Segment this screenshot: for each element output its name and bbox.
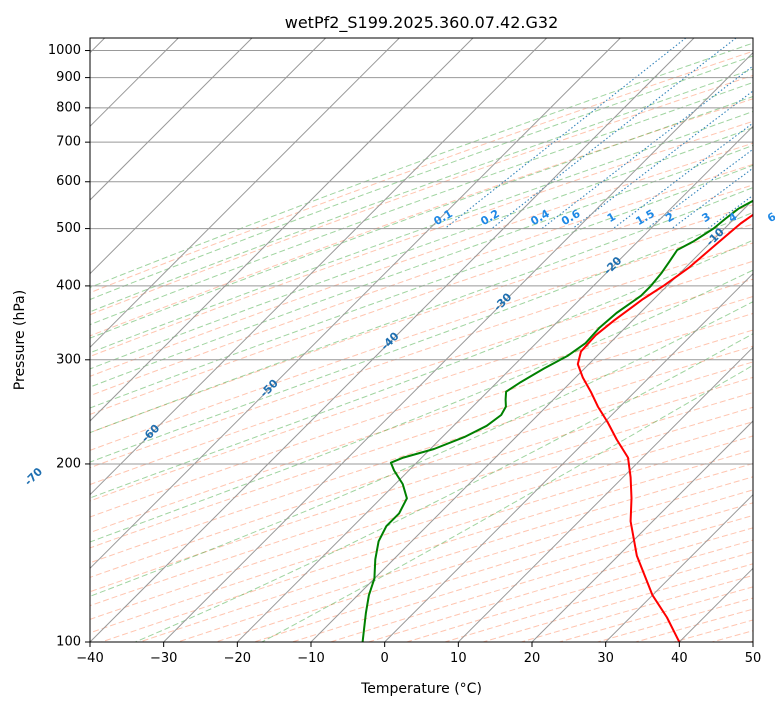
dry-adiabat (90, 295, 753, 518)
y-tick-label: 700 (56, 135, 81, 150)
x-axis-title: Temperature (°C) (360, 681, 482, 697)
dry-adiabat (90, 74, 753, 316)
dry-adiabat (90, 278, 753, 502)
dry-adiabat (90, 50, 753, 294)
moist-adiabat (90, 110, 753, 354)
x-tick-label: 20 (524, 651, 541, 666)
dry-adiabat (90, 163, 753, 397)
isotherm-gridline (90, 38, 474, 422)
x-tick-label: 10 (450, 651, 467, 666)
moist-adiabat (90, 164, 753, 409)
moist-adiabat (261, 364, 753, 642)
isotherm-gridline (163, 51, 753, 642)
isotherm-gridline (90, 38, 253, 201)
x-tick-label: 40 (671, 651, 688, 666)
isotherm-gridline (531, 420, 753, 642)
x-tick-label: 50 (745, 651, 762, 666)
moist-adiabat (90, 81, 753, 326)
mixing-ratio-label: 6 (765, 210, 775, 225)
mixing-ratio-line (612, 122, 753, 230)
isotherm-gridline (605, 493, 753, 642)
mixing-ratio-line (444, 38, 687, 230)
x-tick-label: −20 (224, 651, 251, 666)
moist-adiabat (90, 301, 753, 597)
isotherm-gridline (90, 38, 400, 349)
moist-adiabat (90, 96, 753, 339)
x-tick-label: −40 (76, 651, 103, 666)
y-tick-label: 500 (56, 221, 81, 236)
isotherm-gridline (90, 38, 548, 496)
dry-adiabat (90, 392, 753, 607)
x-tick-label: −30 (150, 651, 177, 666)
background-lines (90, 38, 753, 642)
isotherm-gridline (236, 125, 753, 642)
y-tick-label: 600 (56, 174, 81, 189)
y-tick-label: 200 (56, 456, 81, 471)
isotherm-gridline (457, 346, 753, 642)
y-tick-label: 300 (56, 352, 81, 367)
y-tick-label: 400 (56, 278, 81, 293)
dry-adiabat (90, 98, 753, 337)
moist-adiabat (90, 55, 753, 301)
y-axis-title: Pressure (hPa) (12, 290, 28, 390)
isotherm-gridline (90, 38, 621, 570)
dry-adiabat (90, 329, 753, 549)
isotherm-gridline (90, 38, 695, 642)
moist-adiabat (90, 42, 753, 288)
moist-adiabat (90, 187, 753, 434)
temperature-line (576, 213, 753, 642)
dry-adiabat (90, 184, 753, 415)
isotherm-gridline (90, 38, 327, 275)
moist-adiabat (90, 127, 753, 370)
plot-frame (89, 37, 754, 643)
dry-adiabat (90, 242, 753, 469)
x-tick-label: 0 (381, 651, 389, 666)
y-tick-label: 900 (56, 70, 81, 85)
y-tick-label: 1000 (48, 43, 81, 58)
mixing-ratio-line (491, 38, 737, 230)
moist-adiabat (135, 333, 753, 642)
y-tick-label: 100 (56, 635, 81, 650)
isotherm-gridline (310, 199, 753, 642)
dewpoint-line (361, 199, 753, 642)
x-tick-label: −10 (297, 651, 324, 666)
isotherm-gridline (384, 272, 753, 642)
profile-lines (361, 199, 753, 642)
moist-adiabat (90, 68, 753, 313)
axes: −40 −30 −20 −10 0 10 20 30 40 50 100 200 300 400 500 60… (48, 43, 761, 666)
dry-adiabat (90, 345, 753, 564)
x-tick-label: 30 (597, 651, 614, 666)
y-tick-label: 800 (56, 100, 81, 115)
chart-title: wetPf2_S199.2025.360.07.42.G32 (285, 13, 559, 33)
dry-adiabat (90, 376, 753, 593)
mixing-ratio-line (671, 167, 753, 230)
dry-adiabat (90, 204, 753, 434)
